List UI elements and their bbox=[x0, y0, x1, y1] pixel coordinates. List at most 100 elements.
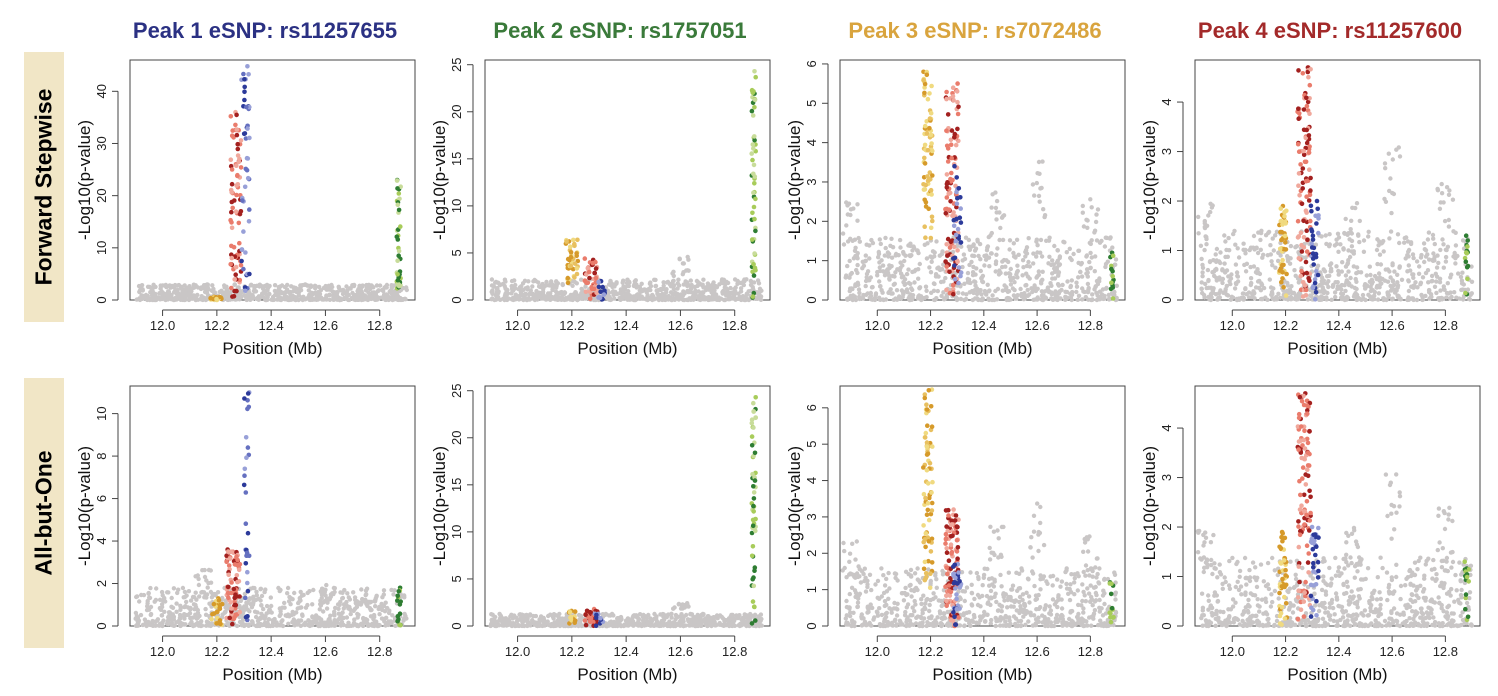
background-snp-point bbox=[136, 619, 141, 625]
esnp-point bbox=[236, 159, 242, 165]
background-snp-point bbox=[1438, 247, 1443, 253]
esnp-point bbox=[243, 614, 249, 620]
background-snp-point bbox=[1097, 289, 1103, 294]
background-snp-point bbox=[1266, 229, 1272, 235]
esnp-point bbox=[955, 111, 961, 117]
background-snp-point bbox=[857, 290, 862, 296]
background-snp-point bbox=[1388, 176, 1393, 181]
background-snp-point bbox=[1034, 254, 1039, 259]
background-snp-point bbox=[1432, 241, 1437, 247]
esnp-point bbox=[924, 72, 930, 78]
background-snp-point bbox=[178, 603, 183, 608]
background-snp-point bbox=[1056, 263, 1062, 268]
background-snp-point bbox=[698, 292, 703, 297]
background-snp-point bbox=[671, 286, 676, 292]
row-label-forward-stepwise: Forward Stepwise bbox=[24, 52, 64, 322]
background-snp-point bbox=[735, 281, 740, 286]
esnp-point bbox=[245, 64, 250, 69]
esnp-point bbox=[243, 490, 249, 495]
background-snp-point bbox=[1448, 290, 1453, 295]
background-snp-point bbox=[863, 283, 868, 289]
background-snp-point bbox=[1047, 254, 1052, 259]
esnp-point bbox=[572, 275, 577, 280]
esnp-point bbox=[1298, 230, 1304, 236]
esnp-point bbox=[234, 183, 239, 188]
background-snp-point bbox=[854, 267, 859, 273]
background-snp-point bbox=[1324, 241, 1329, 247]
background-snp-point bbox=[701, 277, 706, 282]
esnp-point bbox=[1301, 235, 1307, 240]
background-snp-point bbox=[1397, 265, 1402, 270]
esnp-point bbox=[596, 279, 601, 285]
background-snp-point bbox=[1345, 295, 1351, 301]
esnp-point bbox=[395, 277, 401, 283]
esnp-point bbox=[398, 622, 403, 628]
esnp-point bbox=[949, 170, 954, 176]
background-snp-point bbox=[1366, 229, 1371, 234]
esnp-point bbox=[921, 187, 927, 192]
esnp-point bbox=[944, 128, 949, 133]
background-snp-point bbox=[1446, 217, 1451, 223]
background-snp-point bbox=[970, 297, 975, 303]
background-snp-point bbox=[1441, 284, 1446, 289]
esnp-point bbox=[229, 167, 235, 172]
background-snp-point bbox=[160, 283, 165, 288]
esnp-point bbox=[237, 277, 243, 283]
background-snp-point bbox=[279, 290, 284, 296]
background-snp-point bbox=[259, 603, 264, 608]
esnp-point bbox=[927, 116, 933, 121]
background-snp-point bbox=[1448, 275, 1453, 280]
esnp-point bbox=[568, 244, 573, 249]
esnp-point bbox=[242, 89, 247, 95]
esnp-point bbox=[228, 114, 234, 119]
background-snp-point bbox=[891, 297, 897, 302]
background-snp-point bbox=[978, 268, 983, 274]
background-snp-point bbox=[294, 619, 299, 624]
background-snp-point bbox=[1071, 251, 1076, 257]
esnp-point bbox=[397, 196, 402, 202]
background-snp-point bbox=[256, 295, 261, 300]
esnp-point bbox=[245, 175, 251, 181]
background-snp-point bbox=[924, 256, 930, 261]
background-snp-point bbox=[528, 290, 533, 295]
background-snp-point bbox=[714, 285, 720, 290]
background-snp-point bbox=[1038, 237, 1044, 243]
esnp-point bbox=[1110, 274, 1115, 279]
background-snp-point bbox=[1025, 287, 1030, 293]
background-snp-point bbox=[906, 267, 911, 272]
esnp-point bbox=[245, 530, 251, 536]
x-tick-label: 12.2 bbox=[1273, 318, 1298, 333]
y-tick-label: 0 bbox=[94, 296, 109, 303]
background-snp-point bbox=[1105, 259, 1110, 264]
background-snp-point bbox=[307, 283, 312, 289]
background-snp-point bbox=[614, 281, 619, 286]
background-snp-point bbox=[1088, 197, 1093, 202]
background-snp-point bbox=[720, 278, 726, 283]
background-snp-point bbox=[1425, 237, 1431, 242]
background-snp-point bbox=[1004, 286, 1009, 292]
background-snp-point bbox=[1069, 278, 1074, 283]
background-snp-point bbox=[1024, 271, 1029, 276]
background-snp-point bbox=[1011, 241, 1016, 246]
esnp-point bbox=[209, 616, 214, 622]
background-snp-point bbox=[1420, 297, 1425, 302]
esnp-point bbox=[241, 266, 246, 272]
background-snp-point bbox=[1093, 284, 1098, 290]
background-snp-point bbox=[1445, 281, 1450, 286]
background-snp-point bbox=[1420, 275, 1426, 280]
background-snp-point bbox=[975, 239, 980, 244]
background-snp-point bbox=[200, 568, 205, 573]
esnp-point bbox=[233, 122, 238, 128]
esnp-point bbox=[951, 244, 957, 250]
esnp-point bbox=[1296, 171, 1302, 176]
esnp-point bbox=[950, 85, 956, 90]
background-snp-point bbox=[1435, 188, 1441, 193]
background-snp-point bbox=[579, 290, 584, 296]
background-snp-point bbox=[1469, 264, 1474, 269]
background-snp-point bbox=[247, 609, 252, 614]
background-snp-point bbox=[560, 282, 565, 288]
background-snp-point bbox=[1037, 199, 1042, 204]
background-snp-point bbox=[637, 296, 642, 301]
esnp-point bbox=[944, 181, 950, 187]
background-snp-point bbox=[1411, 283, 1416, 289]
